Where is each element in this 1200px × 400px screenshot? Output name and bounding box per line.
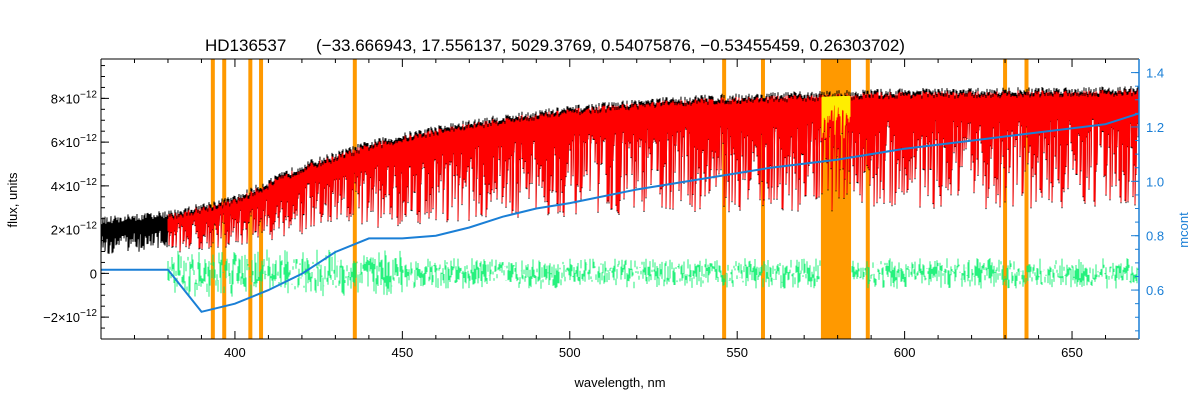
y-tick-label: 2×10−12 xyxy=(51,221,98,238)
masked-line-0 xyxy=(210,59,215,339)
chart-title-star: HD136537 xyxy=(205,36,286,55)
y-tick-label: 6×10−12 xyxy=(51,133,98,150)
masked-line-7 xyxy=(865,59,870,339)
residual-line xyxy=(167,249,1140,298)
masked-band-spectrum xyxy=(821,95,851,139)
y-right-axis-title: mcont xyxy=(1176,212,1191,248)
x-tick-label: 500 xyxy=(559,345,581,360)
y-right-tick-label: 1.2 xyxy=(1146,120,1164,135)
y-right-tick-label: 1.4 xyxy=(1146,66,1164,81)
y-right-tick-label: 0.8 xyxy=(1146,229,1164,244)
y-right-tick-label: 1.0 xyxy=(1146,174,1164,189)
x-axis-title: wavelength, nm xyxy=(573,375,665,390)
y-right-tick-label: 0.6 xyxy=(1146,283,1164,298)
masked-line-9 xyxy=(1024,59,1029,339)
x-tick-label: 400 xyxy=(224,345,246,360)
x-tick-label: 650 xyxy=(1061,345,1083,360)
masked-line-4 xyxy=(352,59,357,339)
x-tick-label: 450 xyxy=(392,345,414,360)
model-spectrum-line xyxy=(167,89,1140,252)
y-tick-label: −2×10−12 xyxy=(43,308,97,325)
mcont-line xyxy=(101,112,1140,313)
y-tick-label: 8×10−12 xyxy=(51,89,98,106)
x-tick-label: 550 xyxy=(726,345,748,360)
masked-line-1 xyxy=(222,59,227,339)
y-tick-label: 0 xyxy=(90,266,97,281)
y-axis-title: flux, units xyxy=(5,172,20,227)
series-layer xyxy=(100,85,1140,313)
y-tick-label: 4×10−12 xyxy=(51,177,98,194)
x-tick-label: 600 xyxy=(894,345,916,360)
chart-title-params: (−33.666943, 17.556137, 5029.3769, 0.540… xyxy=(316,36,905,55)
axes: 400 450 500 550 600 650 −2×10−12 0 2×10−12 4×10−1… xyxy=(43,58,1164,360)
